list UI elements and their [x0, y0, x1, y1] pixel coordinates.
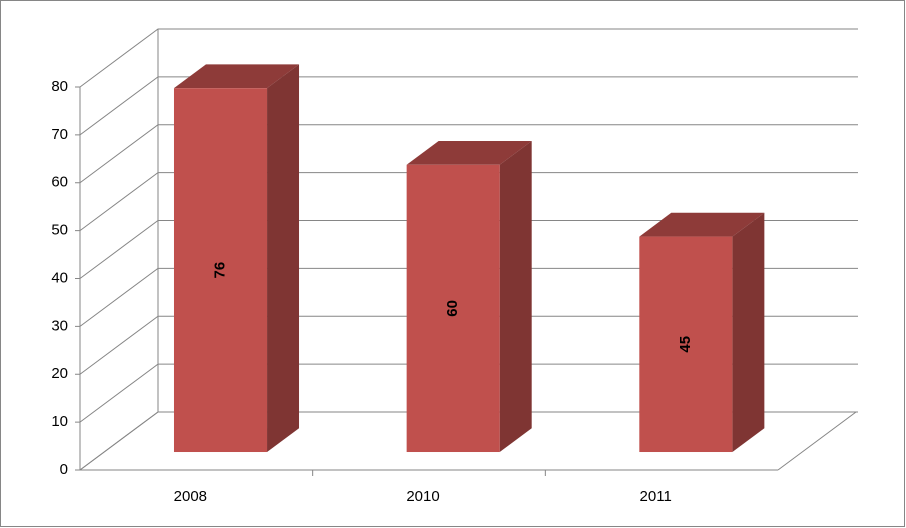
- bar-top: [406, 140, 532, 165]
- data-label: 76: [211, 262, 228, 279]
- y-tick-label: 40: [51, 269, 68, 286]
- y-tick-label: 50: [51, 222, 68, 239]
- bar-side: [267, 64, 300, 453]
- grid-line: [79, 411, 858, 471]
- x-tick-label: 2008: [174, 488, 207, 505]
- data-label: 60: [444, 300, 461, 317]
- grid-line: [79, 76, 858, 136]
- grid-line: [79, 124, 858, 184]
- y-tick-label: 10: [51, 413, 68, 430]
- grid-line: [79, 267, 858, 327]
- y-tick-label: 30: [51, 317, 68, 334]
- y-tick-label: 60: [51, 174, 68, 191]
- y-tick-label: 80: [51, 78, 68, 95]
- bar: [406, 164, 500, 453]
- bar-side: [732, 212, 765, 453]
- data-label: 45: [677, 336, 694, 353]
- grid-line: [79, 363, 858, 423]
- bar-top: [173, 64, 300, 89]
- x-tick-label: 2010: [406, 488, 439, 505]
- y-tick-label: 20: [51, 365, 68, 382]
- x-tick-label: 2011: [640, 488, 672, 505]
- grid-line: [79, 315, 858, 375]
- grid-line: [79, 220, 858, 279]
- grid-line: [79, 28, 858, 88]
- bar-side: [499, 140, 532, 453]
- bar: [639, 236, 733, 453]
- y-tick-label: 0: [60, 461, 68, 478]
- y-tick-label: 70: [51, 126, 68, 143]
- bar: [173, 88, 268, 453]
- grid-line: [79, 172, 858, 232]
- bar-top: [639, 212, 765, 237]
